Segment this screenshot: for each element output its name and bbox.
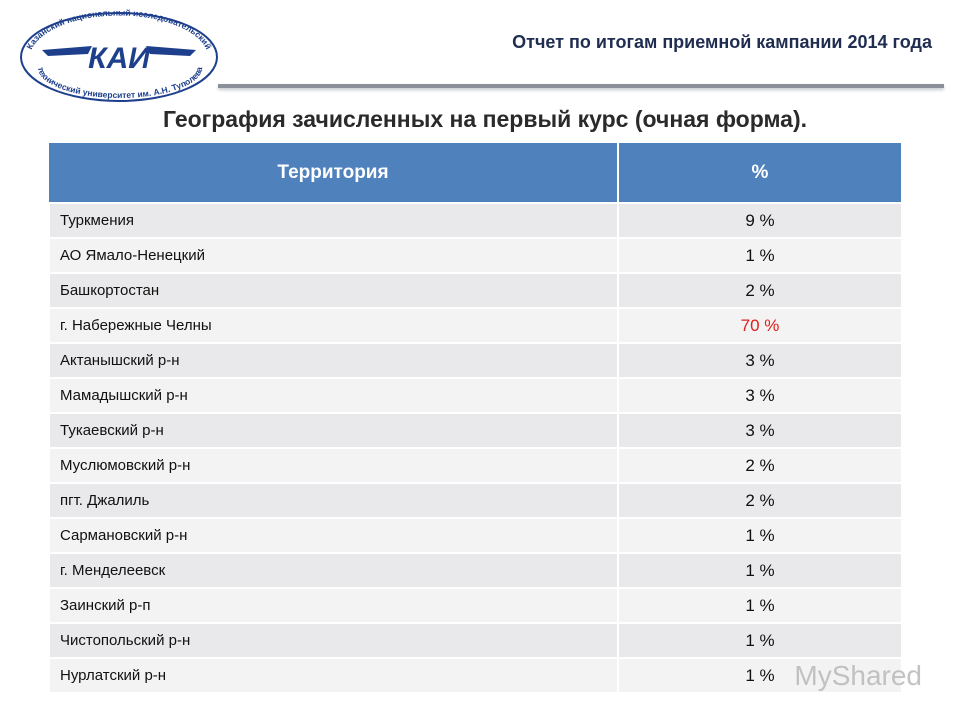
table-row: Туркмения 9 % bbox=[48, 202, 903, 239]
table-row: Муслюмовский р-н 2 % bbox=[48, 447, 903, 484]
percent-cell: 9 % bbox=[617, 202, 903, 239]
column-header: % bbox=[618, 143, 903, 203]
table-row: Мамадышский р-н 3 % bbox=[48, 377, 903, 414]
percent-cell: 3 % bbox=[617, 412, 903, 449]
territory-cell: Муслюмовский р-н bbox=[48, 447, 619, 484]
percent-cell: 2 % bbox=[617, 482, 903, 519]
territory-cell: Нурлатский р-н bbox=[48, 657, 619, 694]
table-row: Башкортостан 2 % bbox=[48, 272, 903, 309]
table-row: Чистопольский р-н 1 % bbox=[48, 622, 903, 659]
percent-cell: 1 % bbox=[617, 587, 903, 624]
table-row: Тукаевский р-н 3 % bbox=[48, 412, 903, 449]
column-header: Территория bbox=[49, 143, 619, 203]
territory-cell: пгт. Джалиль bbox=[48, 482, 619, 519]
percent-cell: 2 % bbox=[617, 447, 903, 484]
table: Территория % Туркмения 9 % АО Ямало-Ненецк… bbox=[48, 143, 903, 694]
table-row: Сармановский р-н 1 % bbox=[48, 517, 903, 554]
percent-cell: 1 % bbox=[617, 552, 903, 589]
percent-cell: 70 % bbox=[617, 307, 903, 344]
slide-title: География зачисленных на первый курс (оч… bbox=[162, 106, 808, 132]
percent-cell: 2 % bbox=[617, 272, 903, 309]
table-row: Актанышский р-н 3 % bbox=[48, 342, 903, 379]
percent-cell: 3 % bbox=[617, 342, 903, 379]
logo: Казанский национальный исследовательский… bbox=[20, 7, 218, 102]
logo-mark: КАИ bbox=[88, 42, 151, 75]
header-row: Территория % bbox=[49, 143, 903, 203]
header-rule bbox=[218, 84, 944, 88]
logo-wings bbox=[42, 46, 196, 56]
table-row: г. Набережные Челны 70 % bbox=[48, 307, 903, 344]
percent-cell: 1 % bbox=[617, 517, 903, 554]
territory-cell: Башкортостан bbox=[48, 272, 619, 309]
watermark: MyShared bbox=[794, 660, 922, 691]
territory-cell: Сармановский р-н bbox=[48, 517, 619, 554]
table-row: АО Ямало-Ненецкий 1 % bbox=[48, 237, 903, 274]
territory-cell: АО Ямало-Ненецкий bbox=[48, 237, 619, 274]
table-row: Заинский р-п 1 % bbox=[48, 587, 903, 624]
territory-cell: Туркмения bbox=[48, 202, 619, 239]
percent-cell: 1 % bbox=[617, 622, 903, 659]
table-row: Нурлатский р-н 1 % bbox=[48, 657, 903, 694]
report-title: Отчет по итогам приемной кампании 2014 г… bbox=[512, 32, 932, 52]
territory-cell: Заинский р-п bbox=[48, 587, 619, 624]
territory-cell: Мамадышский р-н bbox=[48, 377, 619, 414]
territory-cell: г. Менделеевск bbox=[48, 552, 619, 589]
territory-cell: Актанышский р-н bbox=[48, 342, 619, 379]
percent-cell: 1 % bbox=[617, 657, 903, 694]
table-row: г. Менделеевск 1 % bbox=[48, 552, 903, 589]
table-row: пгт. Джалиль 2 % bbox=[48, 482, 903, 519]
territory-cell: г. Набережные Челны bbox=[48, 307, 619, 344]
table-body: Туркмения 9 % АО Ямало-Ненецкий 1 % Башкорто… bbox=[48, 202, 903, 694]
territory-cell: Тукаевский р-н bbox=[48, 412, 619, 449]
territory-cell: Чистопольский р-н bbox=[48, 622, 619, 659]
percent-cell: 3 % bbox=[617, 377, 903, 414]
percent-cell: 1 % bbox=[617, 237, 903, 274]
logo-ring bbox=[20, 12, 218, 102]
